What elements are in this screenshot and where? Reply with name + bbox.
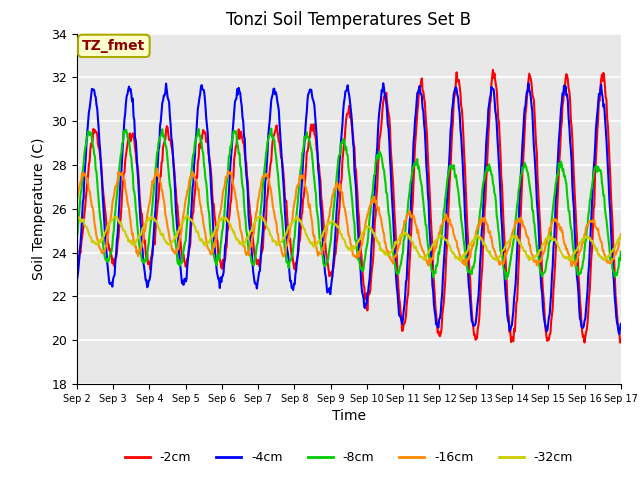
Text: TZ_fmet: TZ_fmet xyxy=(82,39,145,53)
-8cm xyxy=(416,169,424,175)
-2cm xyxy=(617,337,625,343)
-4cm xyxy=(223,229,230,235)
Y-axis label: Soil Temperature (C): Soil Temperature (C) xyxy=(31,138,45,280)
-16cm xyxy=(617,231,625,237)
-16cm xyxy=(195,186,202,192)
-16cm xyxy=(568,263,575,269)
-32cm xyxy=(416,254,424,260)
Line: -4cm: -4cm xyxy=(77,83,621,334)
-8cm xyxy=(83,135,90,141)
-8cm xyxy=(268,126,275,132)
-32cm xyxy=(73,216,81,222)
-4cm xyxy=(617,321,625,327)
-2cm xyxy=(73,264,81,269)
-4cm xyxy=(194,106,202,111)
X-axis label: Time: Time xyxy=(332,409,366,423)
Title: Tonzi Soil Temperatures Set B: Tonzi Soil Temperatures Set B xyxy=(227,11,471,29)
-8cm xyxy=(73,234,81,240)
Line: -16cm: -16cm xyxy=(77,169,621,266)
-8cm xyxy=(431,270,439,276)
-2cm xyxy=(616,340,624,346)
-4cm xyxy=(616,331,623,337)
Line: -2cm: -2cm xyxy=(77,70,621,343)
-32cm xyxy=(456,258,464,264)
-16cm xyxy=(416,236,424,242)
-4cm xyxy=(139,248,147,253)
-8cm xyxy=(617,249,625,255)
-8cm xyxy=(139,259,147,264)
-16cm xyxy=(73,199,81,204)
-32cm xyxy=(139,225,147,231)
-2cm xyxy=(489,67,497,73)
-2cm xyxy=(194,159,202,165)
-4cm xyxy=(380,80,387,86)
-16cm xyxy=(223,173,231,179)
-32cm xyxy=(617,234,625,240)
Line: -8cm: -8cm xyxy=(77,129,621,279)
-16cm xyxy=(139,238,147,244)
-16cm xyxy=(83,176,90,182)
Legend: -2cm, -4cm, -8cm, -16cm, -32cm: -2cm, -4cm, -8cm, -16cm, -32cm xyxy=(120,446,578,469)
-8cm xyxy=(223,179,230,185)
-16cm xyxy=(153,166,161,172)
-32cm xyxy=(257,213,264,218)
-8cm xyxy=(194,129,202,134)
-16cm xyxy=(431,243,439,249)
-32cm xyxy=(194,228,202,234)
Line: -32cm: -32cm xyxy=(77,216,621,261)
-32cm xyxy=(431,239,439,245)
-2cm xyxy=(415,91,422,97)
-4cm xyxy=(83,137,90,143)
-32cm xyxy=(223,216,230,221)
-4cm xyxy=(431,313,439,319)
-4cm xyxy=(416,83,424,89)
-32cm xyxy=(83,224,90,230)
-8cm xyxy=(502,276,509,282)
-2cm xyxy=(223,244,230,250)
-2cm xyxy=(139,222,147,228)
-2cm xyxy=(83,187,90,192)
-2cm xyxy=(431,291,438,297)
-4cm xyxy=(73,279,81,285)
